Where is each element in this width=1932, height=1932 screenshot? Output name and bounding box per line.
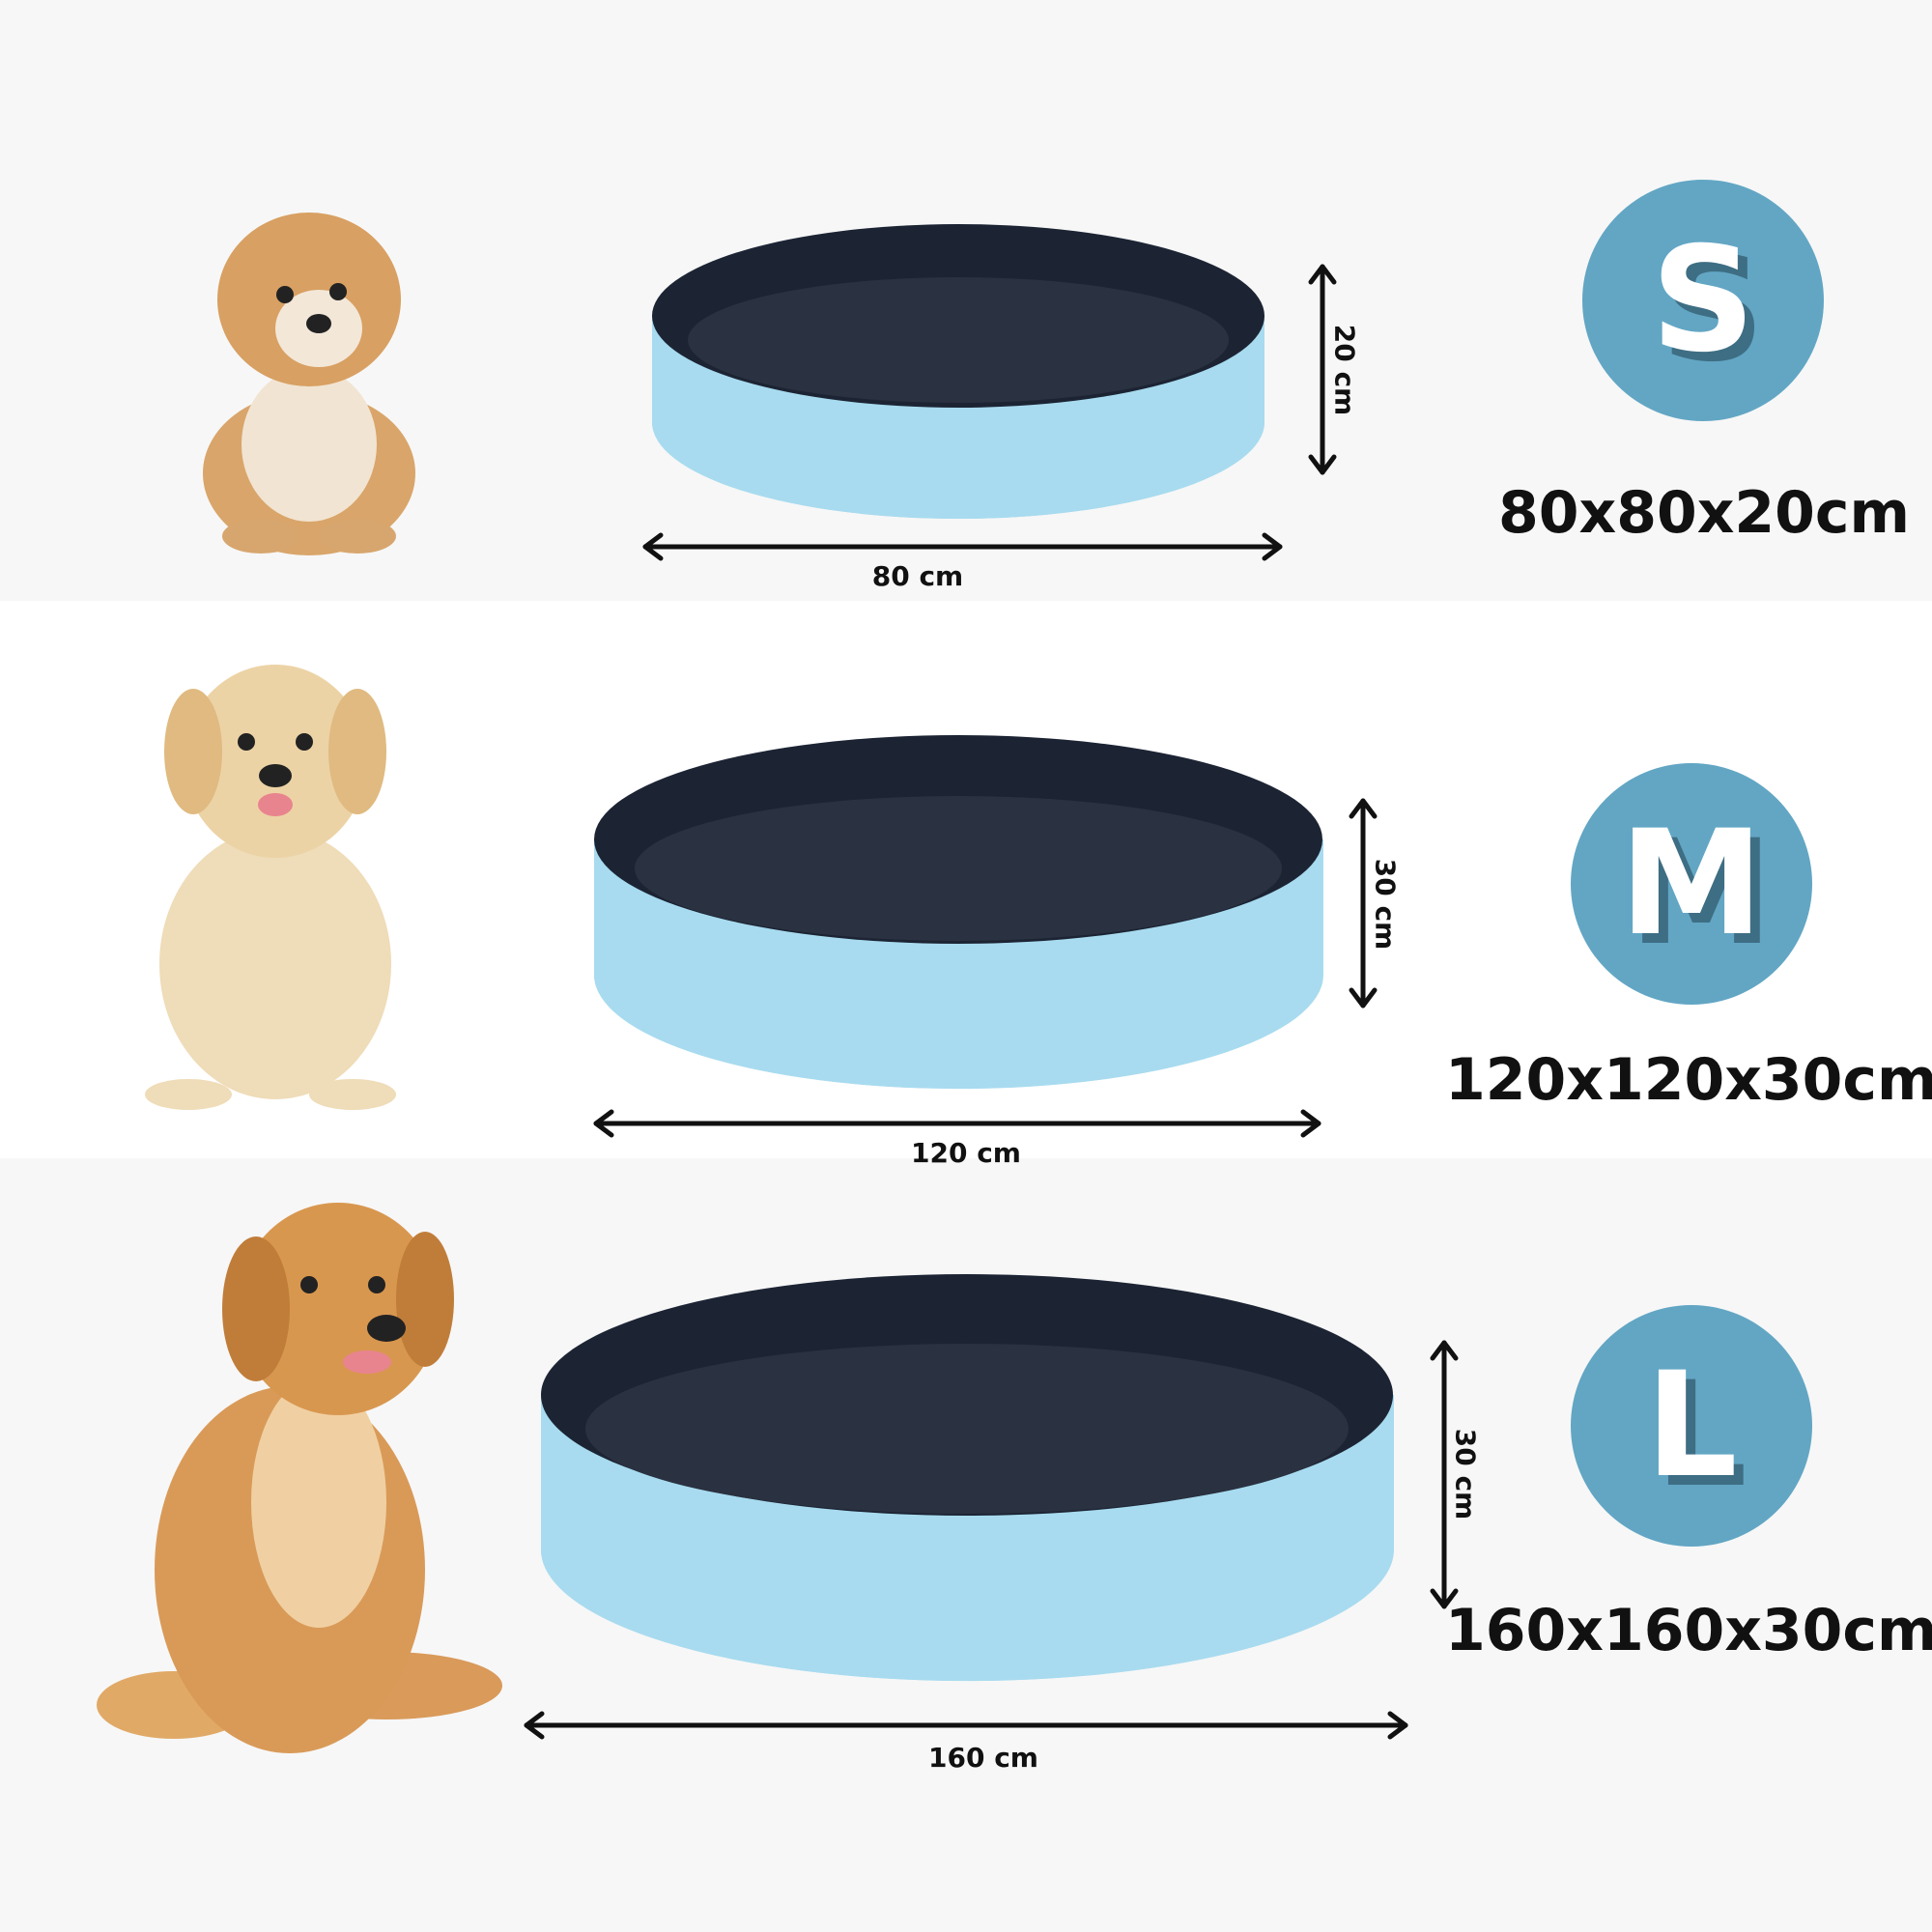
size-badge-small: S [1582, 180, 1824, 421]
height-label-large: 30 cm [1449, 1428, 1482, 1520]
size-letter: S [1650, 216, 1756, 384]
size-badge-medium: M [1571, 763, 1812, 1005]
width-label-medium: 120 cm [911, 1137, 1021, 1169]
dog-small-image [203, 213, 415, 555]
width-label-small: 80 cm [871, 560, 964, 592]
pool-small-image [652, 224, 1264, 519]
size-badge-large: L [1571, 1305, 1812, 1547]
height-label-small: 20 cm [1328, 324, 1361, 416]
dimensions-large: 160x160x30cm [1445, 1597, 1932, 1664]
size-letter: L [1645, 1342, 1738, 1510]
dimensions-medium: 120x120x30cm [1445, 1046, 1932, 1114]
pool-large-image [541, 1274, 1394, 1682]
pool-medium-image [594, 735, 1323, 1090]
dimensions-small: 80x80x20cm [1498, 479, 1910, 547]
width-label-large: 160 cm [928, 1742, 1038, 1774]
dog-large-image [97, 1203, 502, 1753]
height-label-medium: 30 cm [1369, 858, 1402, 951]
size-letter: M [1619, 800, 1764, 968]
dog-medium-image [145, 665, 396, 1110]
